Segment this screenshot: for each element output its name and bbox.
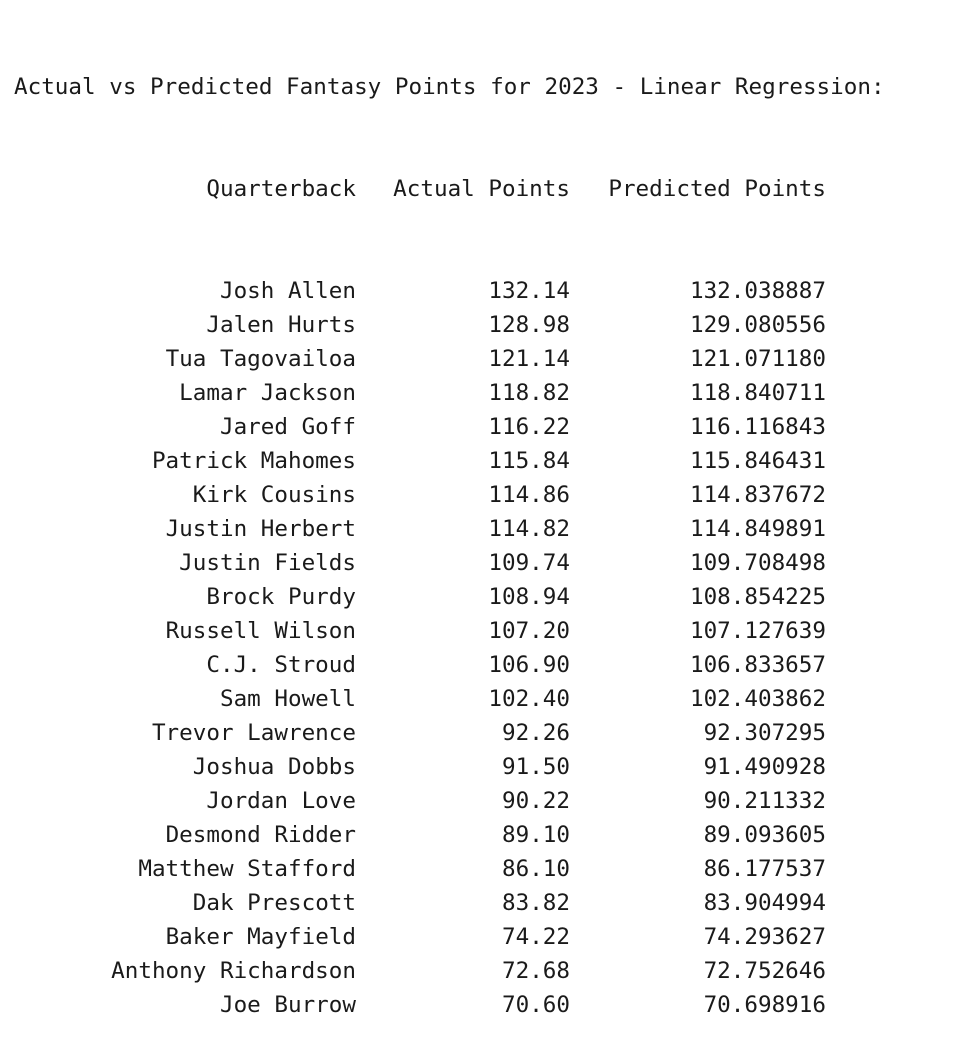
quarterback-cell: Desmond Ridder	[165, 822, 356, 848]
quarterback-cell: Tua Tagovailoa	[165, 346, 356, 372]
table-row: Justin Herbert 114.82 114.849891	[14, 512, 885, 546]
actual-points-cell: 90.22	[501, 788, 570, 814]
predicted-points-cell: 102.403862	[689, 686, 826, 712]
predicted-points-cell: 109.708498	[689, 550, 826, 576]
table-row: Patrick Mahomes 115.84 115.846431	[14, 444, 885, 478]
predicted-points-cell: 106.833657	[689, 652, 826, 678]
quarterback-cell: Anthony Richardson	[111, 958, 356, 984]
header-quarterback: Quarterback	[206, 176, 356, 202]
table-row: Lamar Jackson 118.82 118.840711	[14, 376, 885, 410]
quarterback-cell: Jared Goff	[219, 414, 356, 440]
predicted-points-cell: 116.116843	[689, 414, 826, 440]
predicted-points-cell: 72.752646	[703, 958, 826, 984]
actual-points-cell: 89.10	[501, 822, 570, 848]
table-row: Tua Tagovailoa 121.14 121.071180	[14, 342, 885, 376]
table-row: Justin Fields 109.74 109.708498	[14, 546, 885, 580]
actual-points-cell: 115.84	[488, 448, 570, 474]
actual-points-cell: 114.86	[488, 482, 570, 508]
quarterback-cell: Justin Herbert	[165, 516, 356, 542]
predicted-points-cell: 108.854225	[689, 584, 826, 610]
actual-points-cell: 106.90	[488, 652, 570, 678]
header-predicted-points: Predicted Points	[608, 176, 826, 202]
actual-points-cell: 92.26	[501, 720, 570, 746]
predicted-points-cell: 86.177537	[703, 856, 826, 882]
predicted-points-cell: 129.080556	[689, 312, 826, 338]
quarterback-cell: Lamar Jackson	[179, 380, 356, 406]
quarterback-cell: Matthew Stafford	[138, 856, 356, 882]
table-row: Kirk Cousins 114.86 114.837672	[14, 478, 885, 512]
actual-points-cell: 128.98	[488, 312, 570, 338]
predicted-points-cell: 92.307295	[703, 720, 826, 746]
actual-points-cell: 91.50	[501, 754, 570, 780]
actual-points-cell: 72.68	[501, 958, 570, 984]
table-row: Joshua Dobbs 91.50 91.490928	[14, 750, 885, 784]
quarterback-cell: Trevor Lawrence	[151, 720, 356, 746]
predicted-points-cell: 121.071180	[689, 346, 826, 372]
actual-points-cell: 121.14	[488, 346, 570, 372]
predicted-points-cell: 70.698916	[703, 992, 826, 1018]
table-row: C.J. Stroud 106.90 106.833657	[14, 648, 885, 682]
predicted-points-cell: 132.038887	[689, 278, 826, 304]
table-row: Joe Burrow 70.60 70.698916	[14, 988, 885, 1022]
table-row: Russell Wilson 107.20 107.127639	[14, 614, 885, 648]
actual-points-cell: 109.74	[488, 550, 570, 576]
actual-points-cell: 116.22	[488, 414, 570, 440]
table-row: Josh Allen 132.14 132.038887	[14, 274, 885, 308]
actual-points-cell: 102.40	[488, 686, 570, 712]
predicted-points-cell: 115.846431	[689, 448, 826, 474]
quarterback-cell: Joe Burrow	[219, 992, 356, 1018]
predicted-points-cell: 83.904994	[703, 890, 826, 916]
predicted-points-cell: 74.293627	[703, 924, 826, 950]
table-row: Jordan Love 90.22 90.211332	[14, 784, 885, 818]
actual-points-cell: 74.22	[501, 924, 570, 950]
actual-points-cell: 70.60	[501, 992, 570, 1018]
table-row: Brock Purdy 108.94 108.854225	[14, 580, 885, 614]
quarterback-cell: Justin Fields	[179, 550, 356, 576]
actual-points-cell: 132.14	[488, 278, 570, 304]
table-row: Anthony Richardson 72.68 72.752646	[14, 954, 885, 988]
console-output: Actual vs Predicted Fantasy Points for 2…	[14, 2, 885, 1056]
quarterback-cell: Jordan Love	[206, 788, 356, 814]
table-row: Baker Mayfield 74.22 74.293627	[14, 920, 885, 954]
actual-points-cell: 118.82	[488, 380, 570, 406]
output-title: Actual vs Predicted Fantasy Points for 2…	[14, 74, 885, 100]
quarterback-cell: Josh Allen	[219, 278, 356, 304]
quarterback-cell: Sam Howell	[219, 686, 356, 712]
actual-points-cell: 86.10	[501, 856, 570, 882]
quarterback-cell: Dak Prescott	[192, 890, 356, 916]
quarterback-cell: Baker Mayfield	[165, 924, 356, 950]
quarterback-cell: Russell Wilson	[165, 618, 356, 644]
table-body: Josh Allen 132.14 132.038887 Jalen Hurts 128…	[14, 274, 885, 1022]
quarterback-cell: Jalen Hurts	[206, 312, 356, 338]
table-row: Sam Howell 102.40 102.403862	[14, 682, 885, 716]
quarterback-cell: Kirk Cousins	[192, 482, 356, 508]
table-row: Jalen Hurts 128.98 129.080556	[14, 308, 885, 342]
actual-points-cell: 108.94	[488, 584, 570, 610]
header-actual-points: Actual Points	[393, 176, 570, 202]
predicted-points-cell: 89.093605	[703, 822, 826, 848]
actual-points-cell: 114.82	[488, 516, 570, 542]
actual-points-cell: 83.82	[501, 890, 570, 916]
predicted-points-cell: 114.849891	[689, 516, 826, 542]
predicted-points-cell: 91.490928	[703, 754, 826, 780]
actual-points-cell: 107.20	[488, 618, 570, 644]
table-row: Trevor Lawrence 92.26 92.307295	[14, 716, 885, 750]
predicted-points-cell: 90.211332	[703, 788, 826, 814]
table-row: Matthew Stafford 86.10 86.177537	[14, 852, 885, 886]
quarterback-cell: Patrick Mahomes	[151, 448, 356, 474]
quarterback-cell: Brock Purdy	[206, 584, 356, 610]
predicted-points-cell: 114.837672	[689, 482, 826, 508]
table-row: Desmond Ridder 89.10 89.093605	[14, 818, 885, 852]
table-header: Quarterback Actual Points Predicted Poin…	[14, 172, 885, 206]
predicted-points-cell: 118.840711	[689, 380, 826, 406]
quarterback-cell: Joshua Dobbs	[192, 754, 356, 780]
table-row: Dak Prescott 83.82 83.904994	[14, 886, 885, 920]
predicted-points-cell: 107.127639	[689, 618, 826, 644]
table-row: Jared Goff 116.22 116.116843	[14, 410, 885, 444]
quarterback-cell: C.J. Stroud	[206, 652, 356, 678]
